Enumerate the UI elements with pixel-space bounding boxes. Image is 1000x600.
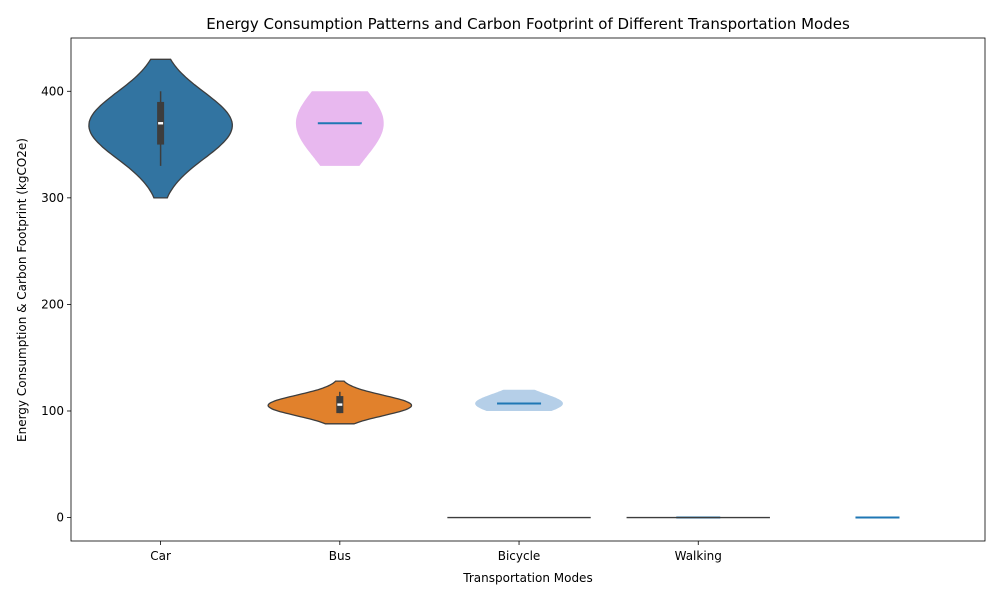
plot-area <box>88 58 900 519</box>
x-axis-label: Transportation Modes <box>462 571 592 585</box>
extra-violin-body-1 <box>475 389 563 411</box>
y-tick-label: 200 <box>41 297 64 311</box>
x-tick-label: Bicycle <box>498 549 541 563</box>
plot-frame <box>70 37 986 542</box>
y-tick-label: 100 <box>41 404 64 418</box>
x-tick-label: Bus <box>329 549 351 563</box>
violin-median-car <box>158 122 164 125</box>
violin-median-bus <box>337 403 343 406</box>
y-axis-label: Energy Consumption & Carbon Footprint (k… <box>15 138 29 442</box>
x-tick-label: Walking <box>675 549 722 563</box>
chart-title: Energy Consumption Patterns and Carbon F… <box>206 15 850 33</box>
x-tick-label: Car <box>150 549 171 563</box>
y-axis: 0 100 200 300 400 <box>41 84 71 525</box>
y-tick-label: 300 <box>41 191 64 205</box>
y-tick-label: 0 <box>56 511 64 525</box>
extra-violin-body-0 <box>295 91 384 166</box>
y-tick-label: 400 <box>41 84 64 98</box>
x-axis: Car Bus Bicycle Walking <box>150 541 722 563</box>
